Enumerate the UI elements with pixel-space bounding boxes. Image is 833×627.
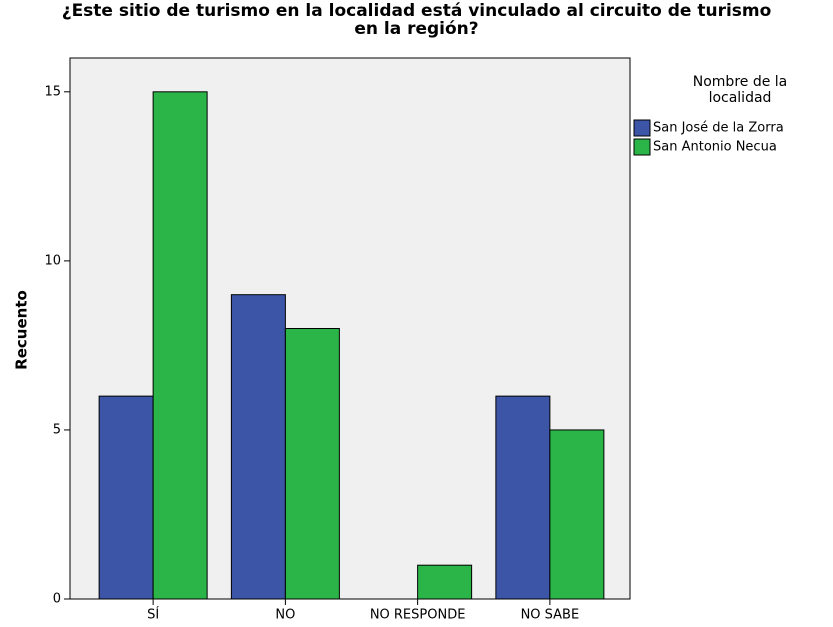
x-tick-label: NO RESPONDE (370, 608, 466, 623)
legend-title: Nombre de la localidad (692, 74, 788, 106)
bar (284, 328, 340, 600)
y-tick-label: 10 (44, 253, 61, 268)
legend-label: San Antonio Necua (653, 140, 777, 155)
x-tick-label: SÍ (147, 607, 159, 623)
y-axis-label: Recuento (13, 290, 31, 370)
bar (230, 294, 286, 600)
legend-swatch (633, 119, 651, 137)
y-tick-label: 15 (44, 84, 61, 99)
y-tick-label: 0 (53, 592, 61, 607)
bar (152, 91, 208, 600)
bar (549, 429, 605, 600)
chart-title: ¿Este sitio de turismo en la localidad e… (61, 1, 772, 39)
bar (98, 395, 154, 600)
legend-swatch (633, 138, 651, 156)
x-tick-label: NO (275, 608, 295, 623)
bar (495, 395, 551, 600)
y-tick-label: 5 (53, 422, 61, 437)
bar (417, 564, 473, 600)
x-tick-label: NO SABE (521, 608, 580, 623)
legend-label: San José de la Zorra (653, 121, 784, 136)
